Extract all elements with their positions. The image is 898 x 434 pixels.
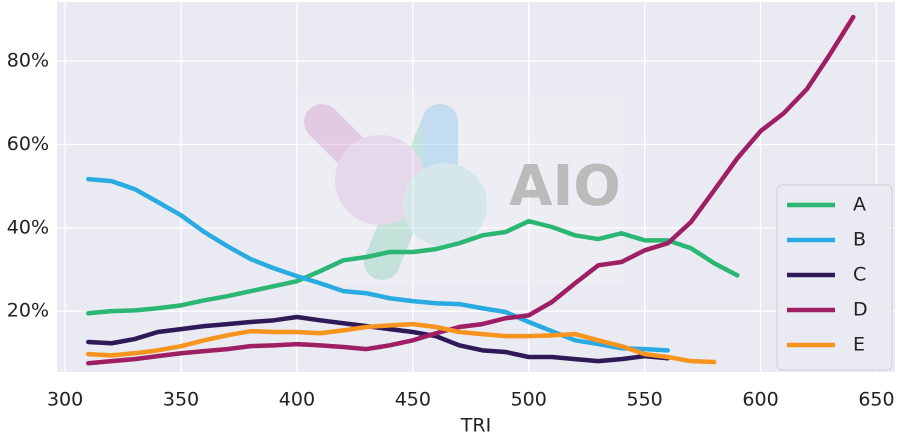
line-series [86,218,740,316]
y-tick-label: 20% [7,300,49,322]
line-series [86,321,717,365]
x-tick-label: 500 [511,389,547,411]
x-tick-label: 650 [858,389,894,411]
line-series [86,176,671,353]
y-tick-label: 60% [7,133,49,155]
x-axis-label: TRI [460,415,491,434]
x-tick-label: 600 [742,389,778,411]
x-tick-label: 400 [279,389,315,411]
y-tick-label: 80% [7,50,49,72]
watermark: AIO [509,154,621,219]
x-tick-label: 350 [163,389,199,411]
legend-label: C [853,264,866,286]
watermark-logo [300,95,625,285]
x-tick-label: 450 [395,389,431,411]
legend-box [776,184,893,371]
line-series [86,14,856,366]
legend-label: B [853,229,866,251]
y-tick-label: 40% [7,216,49,238]
legend-label: E [853,334,865,356]
legend-label: D [853,299,868,321]
x-tick-label: 300 [47,389,83,411]
legend-label: A [853,194,866,216]
plot-area [57,2,895,372]
x-tick-label: 550 [627,389,663,411]
